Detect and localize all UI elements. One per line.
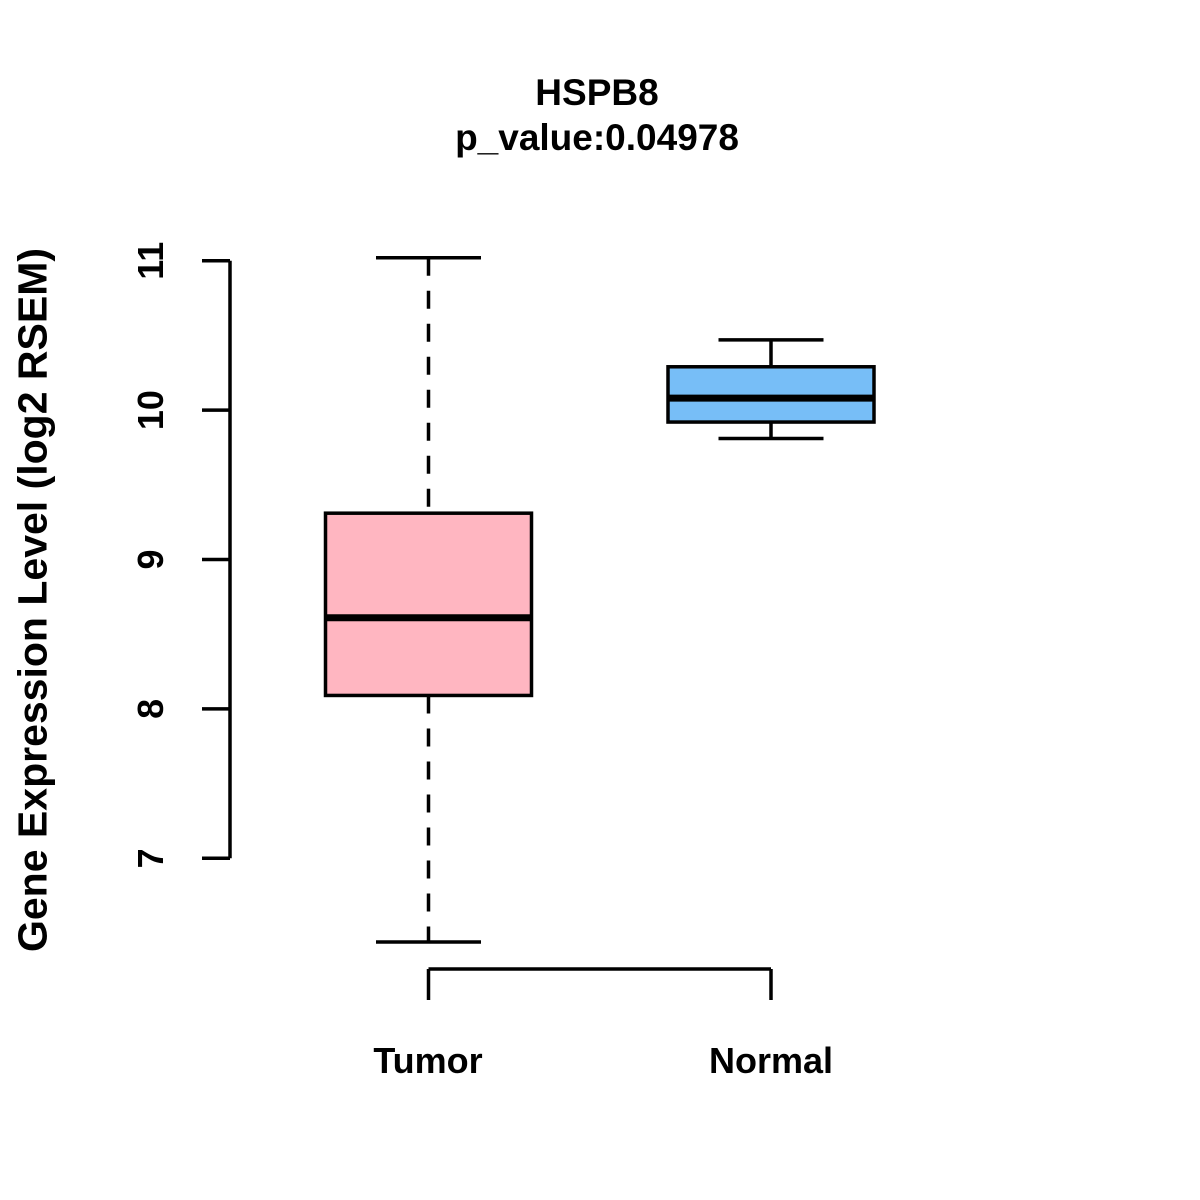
chart-subtitle-pvalue: p_value:0.04978 xyxy=(455,117,739,158)
iqr-box-normal xyxy=(666,365,876,424)
y-tick-label-7: 7 xyxy=(130,848,171,868)
y-tick-label-9: 9 xyxy=(130,549,171,569)
y-tick-label-11: 11 xyxy=(130,242,171,280)
iqr-box-tumor xyxy=(323,511,534,698)
chart-title: HSPB8 xyxy=(535,72,659,113)
x-category-label-tumor: Tumor xyxy=(373,1040,483,1081)
x-category-label-normal: Normal xyxy=(708,1040,834,1081)
y-tick-label-8: 8 xyxy=(130,699,171,719)
y-tick-label-10: 10 xyxy=(130,390,171,430)
